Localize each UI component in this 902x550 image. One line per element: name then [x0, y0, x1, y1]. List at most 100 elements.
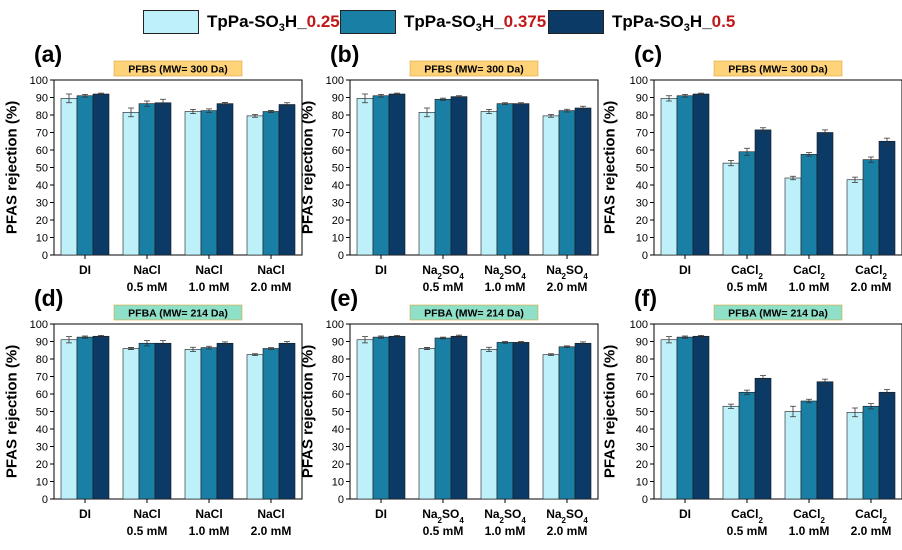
y-tick-label-c-30: 30 — [636, 198, 648, 210]
bar-d-c4-s2 — [262, 348, 280, 500]
chart-title-b: PFBS (MW= 300 Da) — [424, 64, 523, 76]
error-bar-e-c2-s3 — [456, 334, 462, 338]
y-tick-label-c-40: 40 — [636, 180, 648, 192]
error-bar-d-c4-s1 — [252, 353, 258, 356]
y-tick-label-e-30: 30 — [332, 442, 344, 454]
y-axis-label-c: PFAS rejection (%) — [602, 101, 619, 234]
bar-d-c1-s2 — [76, 336, 94, 500]
y-tick-label-b-0: 0 — [338, 250, 344, 262]
y-tick-label-c-100: 100 — [630, 75, 648, 87]
x-tick-label-e-4-line1: Na2SO4 — [546, 507, 588, 525]
error-bar-b-c3-s2 — [502, 102, 508, 105]
panel-label-f: (f) — [634, 285, 657, 311]
bar-f-c4-s3 — [878, 391, 896, 500]
chart-panel-c: (c) PFBS (MW= 300 Da) PFAS rejection (%) 0 1… — [602, 41, 902, 294]
bar-e-c3-s1 — [480, 349, 498, 500]
x-tick-label-f-4-line1: CaCl2 — [855, 507, 887, 525]
error-bar-b-c3-s1 — [486, 109, 492, 114]
bar-b-c4-s3 — [574, 107, 592, 256]
error-bar-b-c2-s1 — [424, 107, 430, 118]
error-bar-a-c1-s3 — [98, 92, 104, 96]
bar-e-c1-s2 — [372, 336, 390, 500]
error-bar-c-c4-s3 — [884, 137, 890, 145]
error-bar-c-c4-s2 — [868, 156, 874, 163]
bar-b-c3-s3 — [512, 103, 530, 256]
y-tick-label-c-20: 20 — [636, 215, 648, 227]
title-box-e — [409, 304, 539, 321]
y-axis-label-f: PFAS rejection (%) — [602, 345, 619, 478]
bar-a-c2-s3 — [154, 102, 172, 256]
y-tick-label-a-60: 60 — [36, 145, 48, 157]
y-tick-label-e-20: 20 — [332, 459, 344, 471]
y-tick-label-e-80: 80 — [332, 354, 344, 366]
error-bar-f-c1-s2 — [682, 335, 688, 339]
error-bar-a-c2-s3 — [160, 98, 166, 107]
y-tick-label-d-0: 0 — [42, 494, 48, 506]
x-tick-label-e-3-line2: 1.0 mM — [485, 524, 526, 538]
x-tick-label-f-2-line2: 0.5 mM — [727, 524, 768, 538]
bar-c-c3-s3 — [816, 132, 834, 256]
panel-label-d: (d) — [34, 285, 63, 311]
legend: TpPa-SO3H_0.25 TpPa-SO3H_0.375 TpPa-SO3H… — [0, 0, 902, 40]
x-tick-label-f-4-line2: 2.0 mM — [851, 524, 892, 538]
y-axis-label-b: PFAS rejection (%) — [300, 101, 317, 234]
y-axis-label-d: PFAS rejection (%) — [4, 345, 21, 478]
y-tick-label-b-30: 30 — [332, 198, 344, 210]
bar-d-c1-s3 — [92, 335, 110, 500]
title-box-b — [409, 60, 539, 77]
chart-title-f: PFBA (MW= 214 Da) — [728, 308, 828, 320]
error-bar-d-c1-s3 — [98, 334, 104, 338]
panel-label-c: (c) — [634, 41, 662, 67]
bar-f-c1-s3 — [692, 335, 710, 500]
error-bar-d-c3-s1 — [190, 346, 196, 352]
error-bar-a-c4-s2 — [268, 110, 274, 113]
bar-c-c1-s2 — [676, 95, 694, 256]
bar-a-c4-s3 — [278, 104, 296, 256]
y-tick-label-a-10: 10 — [36, 233, 48, 245]
y-tick-label-e-100: 100 — [326, 319, 344, 331]
y-tick-label-b-40: 40 — [332, 180, 344, 192]
legend-swatch-1 — [143, 10, 199, 34]
bar-c-c2-s1 — [722, 162, 740, 256]
y-tick-label-a-90: 90 — [36, 93, 48, 105]
x-tick-label-e-4-line2: 2.0 mM — [547, 524, 588, 538]
x-tick-label-f-3-line2: 1.0 mM — [789, 524, 830, 538]
bar-d-c3-s1 — [184, 349, 202, 500]
error-bar-f-c3-s1 — [790, 405, 796, 418]
bar-b-c4-s1 — [542, 115, 560, 256]
bar-c-c4-s2 — [862, 159, 880, 256]
error-bar-f-c1-s1 — [666, 336, 672, 344]
x-tick-label-a-4-line1: NaCl — [257, 263, 284, 277]
error-bar-e-c1-s2 — [378, 335, 384, 339]
panel-label-e: (e) — [330, 285, 358, 311]
y-tick-label-a-50: 50 — [36, 163, 48, 175]
bar-a-c1-s2 — [76, 95, 94, 256]
chart-title-c: PFBS (MW= 300 Da) — [728, 64, 827, 76]
x-tick-label-a-1-line1: DI — [79, 263, 91, 277]
error-bar-f-c2-s3 — [760, 375, 766, 382]
y-tick-label-e-70: 70 — [332, 372, 344, 384]
bar-b-c1-s3 — [388, 93, 406, 256]
bar-b-c4-s2 — [558, 110, 576, 256]
error-bar-c-c3-s1 — [790, 175, 796, 181]
error-bar-c-c1-s1 — [666, 95, 672, 102]
x-tick-label-c-3-line1: CaCl2 — [793, 263, 825, 281]
error-bar-c-c4-s1 — [852, 176, 858, 183]
y-tick-label-c-50: 50 — [636, 163, 648, 175]
x-tick-label-f-1-line1: DI — [679, 507, 691, 521]
bar-c-c4-s1 — [846, 179, 864, 256]
y-tick-label-a-30: 30 — [36, 198, 48, 210]
y-tick-label-b-80: 80 — [332, 110, 344, 122]
bar-f-c2-s2 — [738, 391, 756, 500]
y-tick-label-e-50: 50 — [332, 407, 344, 419]
bar-f-c4-s1 — [846, 412, 864, 500]
x-tick-label-d-2-line1: NaCl — [133, 507, 160, 521]
title-box-d — [113, 304, 243, 321]
bar-f-c3-s1 — [784, 411, 802, 500]
error-bar-f-c2-s2 — [744, 389, 750, 395]
bar-f-c1-s2 — [676, 336, 694, 500]
y-tick-label-e-40: 40 — [332, 424, 344, 436]
x-tick-label-c-4-line1: CaCl2 — [855, 263, 887, 281]
error-bar-c-c2-s1 — [728, 160, 734, 167]
x-tick-label-a-2-line2: 0.5 mM — [127, 280, 168, 294]
